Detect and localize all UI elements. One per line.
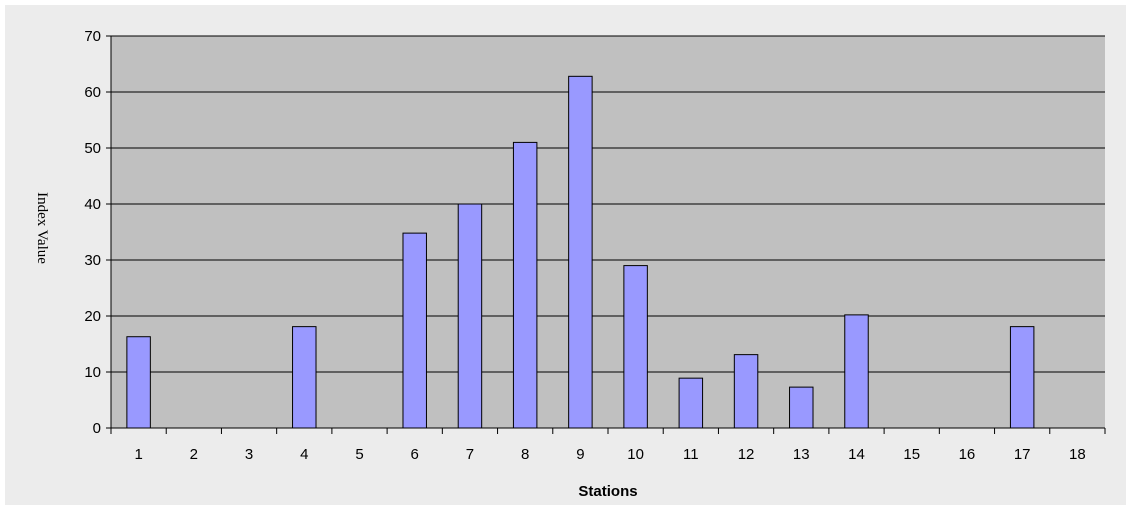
x-tick-label: 9 (576, 446, 584, 463)
bars (126, 75, 1035, 429)
y-tick-labels: 0 10 20 30 40 50 60 70 (84, 28, 101, 437)
x-tick-label: 3 (245, 446, 253, 463)
bar-station-10 (623, 265, 648, 429)
x-tick-label: 12 (738, 446, 755, 463)
x-tick-label: 7 (466, 446, 474, 463)
y-tick-label: 40 (84, 196, 101, 213)
x-tick-label: 15 (903, 446, 920, 463)
bar-station-9 (568, 75, 593, 429)
bar-station-1 (126, 336, 151, 429)
x-axis-title: Stations (578, 483, 637, 500)
x-tick-label: 18 (1069, 446, 1086, 463)
x-tick-labels: 1 2 3 4 5 6 7 8 9 10 11 12 13 14 15 16 17 18 (134, 446, 1085, 463)
bar-station-14 (844, 314, 869, 429)
bar-station-8 (512, 141, 538, 429)
y-tick-label: 30 (84, 252, 101, 269)
x-tick-label: 8 (521, 446, 529, 463)
y-tick-label: 10 (84, 364, 101, 381)
bar-station-12 (733, 354, 759, 429)
x-tick-label: 11 (683, 446, 699, 463)
x-tick-label: 16 (959, 446, 976, 463)
bar-station-11 (678, 377, 704, 429)
bar-station-6 (402, 232, 427, 429)
bar-station-13 (789, 386, 814, 429)
y-tick-label: 20 (84, 308, 101, 325)
y-tick-label: 50 (84, 140, 101, 157)
x-tick-label: 10 (627, 446, 644, 463)
bar-station-7 (457, 203, 483, 429)
y-tick-label: 60 (84, 84, 101, 101)
x-tick-label: 4 (300, 446, 308, 463)
x-tick-label: 5 (355, 446, 363, 463)
x-tick-label: 14 (848, 446, 865, 463)
y-tick-label: 0 (93, 420, 101, 437)
bar-station-17 (1009, 326, 1035, 429)
x-tick-label: 13 (793, 446, 810, 463)
y-axis-title: Index Value (34, 192, 50, 264)
chart-frame: 0 10 20 30 40 50 60 70 1 2 3 4 5 6 7 8 9 10 11 12 13 14 15 16 1… (5, 5, 1126, 505)
axes (110, 36, 1106, 434)
y-tick-label: 70 (84, 28, 101, 45)
x-tick-label: 1 (134, 446, 142, 463)
plot-area (111, 36, 1105, 428)
gridlines (106, 35, 1105, 429)
bar-station-4 (292, 326, 317, 429)
x-tick-label: 17 (1014, 446, 1031, 463)
x-tick-label: 2 (190, 446, 198, 463)
x-tick-label: 6 (411, 446, 419, 463)
